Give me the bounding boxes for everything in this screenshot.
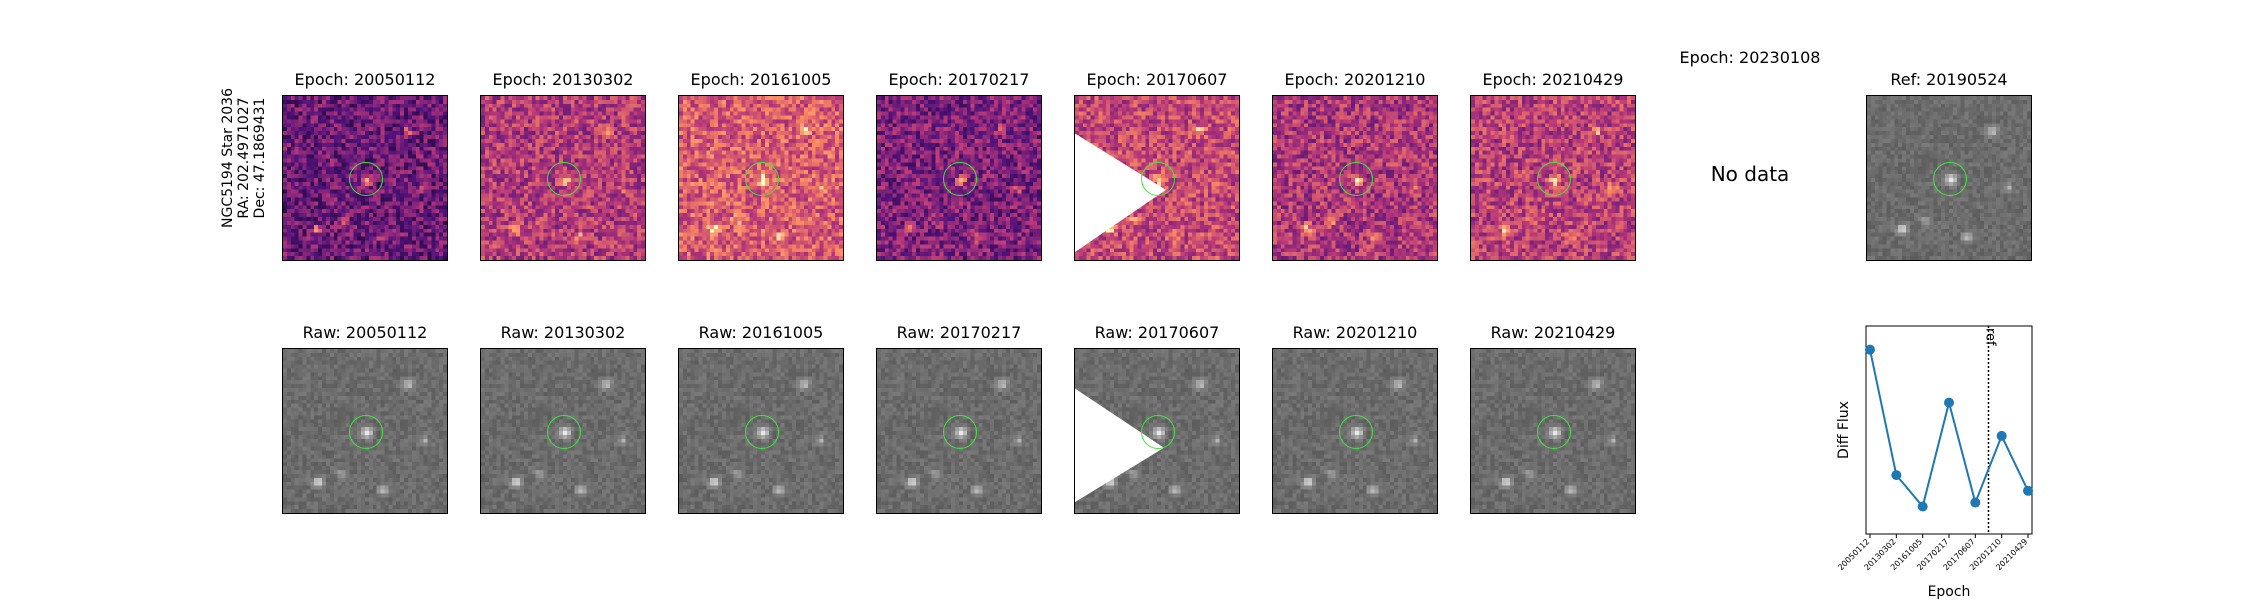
series-line (1869, 349, 2029, 509)
difference-image (282, 95, 448, 261)
star-dec: Dec: 47.1869431 (252, 97, 268, 219)
raw-panel-title: Raw: 20050112 (302, 323, 428, 342)
no-coverage-mask (1075, 388, 1164, 503)
raw-image (678, 348, 844, 514)
data-point (1970, 497, 1981, 508)
raw-panel-title: Raw: 20161005 (698, 323, 824, 342)
target-circle (943, 415, 977, 449)
raw-panel-title: Raw: 20130302 (500, 323, 626, 342)
raw-image (1470, 348, 1636, 514)
diff-panel-title: Epoch: 20230108 (1679, 48, 1821, 67)
target-circle (349, 415, 383, 449)
plot-frame (1865, 325, 2033, 535)
target-circle (547, 415, 581, 449)
target-circle (1537, 162, 1571, 196)
data-point (1917, 501, 1928, 512)
raw-panel-title: Raw: 20210429 (1490, 323, 1616, 342)
diff-panel-title: Epoch: 20170607 (1086, 70, 1228, 89)
target-circle (943, 162, 977, 196)
target-circle (745, 415, 779, 449)
raw-image (282, 348, 448, 514)
ref-panel-title: Ref: 20190524 (1890, 70, 2008, 89)
raw-panel-title: Raw: 20170607 (1094, 323, 1220, 342)
y-axis-label: Diff Flux (1836, 401, 1852, 459)
no-coverage-mask (1075, 133, 1166, 253)
difference-image (1074, 95, 1240, 261)
diff-panel-title: Epoch: 20130302 (492, 70, 634, 89)
raw-image (1272, 348, 1438, 514)
raw-image (480, 348, 646, 514)
difference-image (480, 95, 646, 261)
reference-image (1866, 95, 2032, 261)
target-circle (1339, 415, 1373, 449)
star-ra: RA: 202.4971027 (236, 97, 252, 219)
raw-image (1074, 348, 1240, 514)
star-info-label: NGC5194 Star 2036 RA: 202.4971027 Dec: 4… (220, 68, 268, 248)
data-point (1996, 430, 2007, 441)
raw-panel-title: Raw: 20201210 (1292, 323, 1418, 342)
data-point (1891, 470, 1902, 481)
target-circle (745, 162, 779, 196)
ref-marker-label: ref (1983, 328, 1998, 346)
star-name: NGC5194 Star 2036 (220, 88, 236, 228)
difference-image (678, 95, 844, 261)
target-circle (1339, 162, 1373, 196)
difference-image (876, 95, 1042, 261)
difference-image (1272, 95, 1438, 261)
diff-panel-title: Epoch: 20170217 (888, 70, 1030, 89)
data-point (1865, 344, 1875, 355)
target-circle (1537, 415, 1571, 449)
data-point (2023, 485, 2033, 496)
target-circle (1933, 162, 1967, 196)
x-axis-label: Epoch (1928, 584, 1971, 600)
raw-panel-title: Raw: 20170217 (896, 323, 1022, 342)
data-point (1944, 397, 1954, 408)
diff-panel-title: Epoch: 20201210 (1284, 70, 1426, 89)
target-circle (1141, 162, 1175, 196)
target-circle (547, 162, 581, 196)
no-data-message: No data (1710, 162, 1790, 186)
diff-panel-title: Epoch: 20161005 (690, 70, 832, 89)
diff-panel-title: Epoch: 20210429 (1482, 70, 1624, 89)
target-circle (1141, 415, 1175, 449)
difference-image (1470, 95, 1636, 261)
diff-panel-title: Epoch: 20050112 (294, 70, 436, 89)
target-circle (349, 162, 383, 196)
light-curve-chart: ref2005011220130302201610052017021720170… (1836, 325, 2033, 600)
raw-image (876, 348, 1042, 514)
